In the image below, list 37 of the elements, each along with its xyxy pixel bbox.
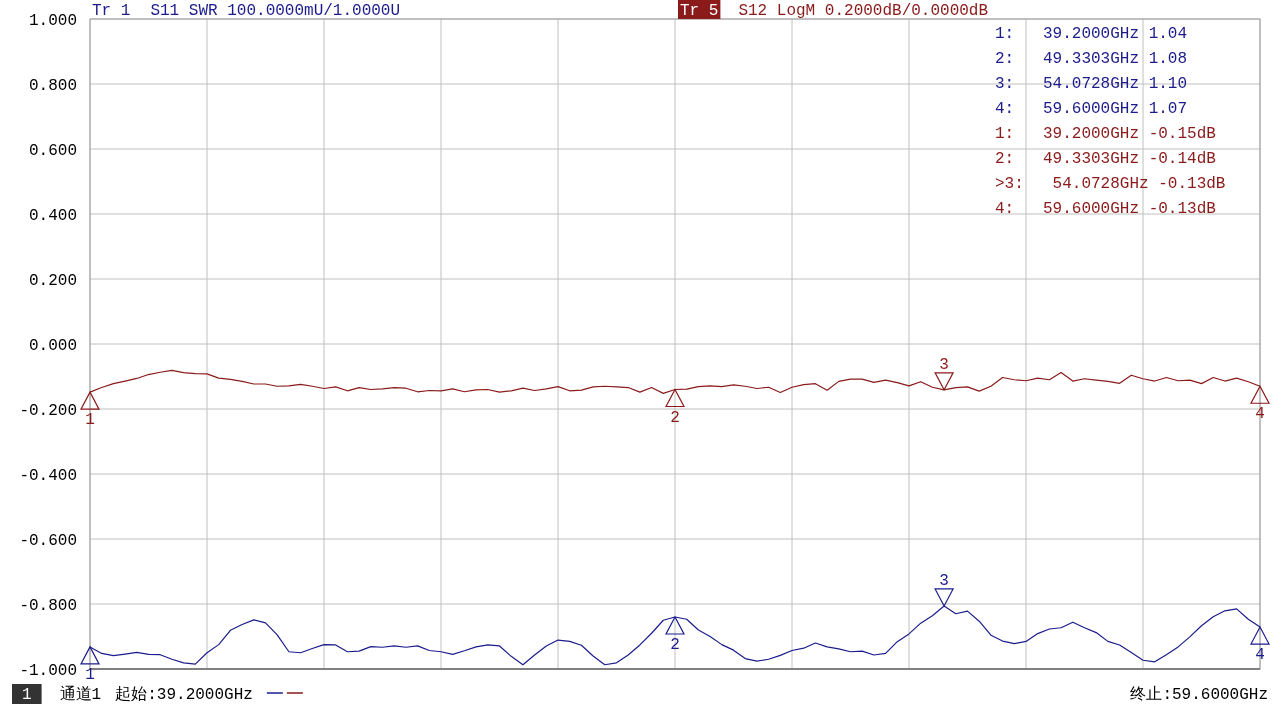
y-tick-label: -1.000: [19, 662, 77, 680]
legend-label: S12 LogM 0.2000dB/0.0000dB: [738, 2, 989, 20]
annotation: 1: [85, 411, 95, 430]
text: 1: [22, 686, 32, 704]
text: 终止:59.6000GHz: [1130, 685, 1268, 704]
y-tick-label: 1.000: [28, 12, 77, 30]
annotation: >3: 54.0728GHz -0.13dB: [995, 175, 1226, 193]
text: 通道1: [59, 685, 102, 704]
annotation: Tr 5: [680, 2, 719, 20]
annotation: 3: [939, 571, 949, 590]
y-tick-label: -0.200: [19, 402, 77, 420]
annotation: Tr 1: [92, 2, 131, 20]
y-tick-label: 0.800: [28, 77, 77, 95]
y-tick-label: -0.800: [19, 597, 77, 615]
annotation: 2: [670, 408, 680, 427]
y-tick-label: 0.400: [28, 207, 77, 225]
marker-flag: 3: [934, 355, 955, 392]
annotation: 4: [1255, 405, 1265, 424]
annotation: 2: 49.3303GHz 1.08: [995, 50, 1188, 68]
annotation: 4: 59.6000GHz 1.07: [995, 100, 1188, 118]
y-tick-label: -0.600: [19, 532, 77, 550]
annotation: 1: 39.2000GHz -0.15dB: [995, 125, 1216, 143]
text: S11 SWR 100.0000mU/1.0000U: [150, 2, 401, 20]
annotation: 3: [939, 355, 949, 374]
annotation: 4: [1255, 646, 1265, 665]
y-tick-label: -0.400: [19, 467, 77, 485]
annotation: 1: 39.2000GHz 1.04: [995, 25, 1188, 43]
annotation: 2: [670, 636, 680, 654]
annotation: 2: 49.3303GHz -0.14dB: [995, 150, 1216, 168]
annotation: 4: 59.6000GHz -0.13dB: [995, 200, 1216, 218]
y-tick-label: 0.000: [28, 337, 77, 355]
y-tick-label: 0.200: [28, 272, 77, 290]
marker-flag: 3: [934, 571, 955, 608]
text: 起始:39.2000GHz: [115, 686, 253, 704]
annotation: 1: [85, 665, 95, 684]
y-tick-label: 0.600: [28, 142, 77, 160]
annotation: 3: 54.0728GHz 1.10: [995, 75, 1188, 93]
